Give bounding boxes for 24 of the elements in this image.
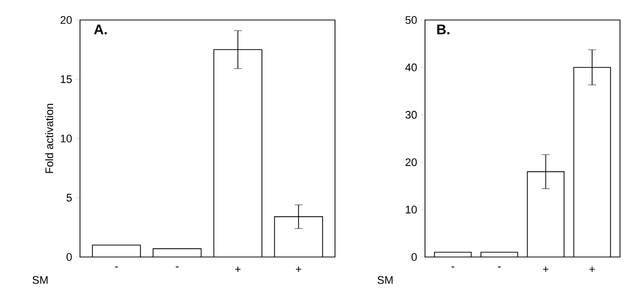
y-axis-title: Fold activation — [45, 104, 54, 173]
y-tick-label: 50 — [405, 16, 417, 24]
x-tick-label: + — [296, 266, 302, 272]
chart-title: B. — [437, 24, 450, 34]
y-tick-label: 30 — [405, 110, 417, 119]
x-tick-label: - — [498, 266, 501, 268]
y-tick-label: 10 — [60, 134, 72, 142]
text: SM — [378, 276, 393, 284]
y-tick-label: 40 — [405, 64, 417, 72]
x-tick-label: + — [235, 266, 241, 272]
y-tick-label: 10 — [406, 206, 417, 214]
y-tick-label: 20 — [60, 16, 72, 24]
y-tick-label: 5 — [66, 194, 72, 202]
x-tick-label: - — [176, 266, 178, 268]
x-tick-label: + — [589, 266, 595, 272]
text: SM — [32, 276, 48, 284]
x-tick-label: + — [543, 266, 548, 272]
x-tick-label: - — [115, 266, 118, 268]
y-tick-label: 20 — [406, 158, 417, 166]
y-tick-label: 0 — [412, 253, 417, 261]
chart-title: A. — [94, 24, 107, 34]
x-tick-label: - — [452, 266, 454, 268]
y-tick-label: 15 — [60, 75, 72, 84]
y-tick-label: 0 — [66, 253, 72, 261]
